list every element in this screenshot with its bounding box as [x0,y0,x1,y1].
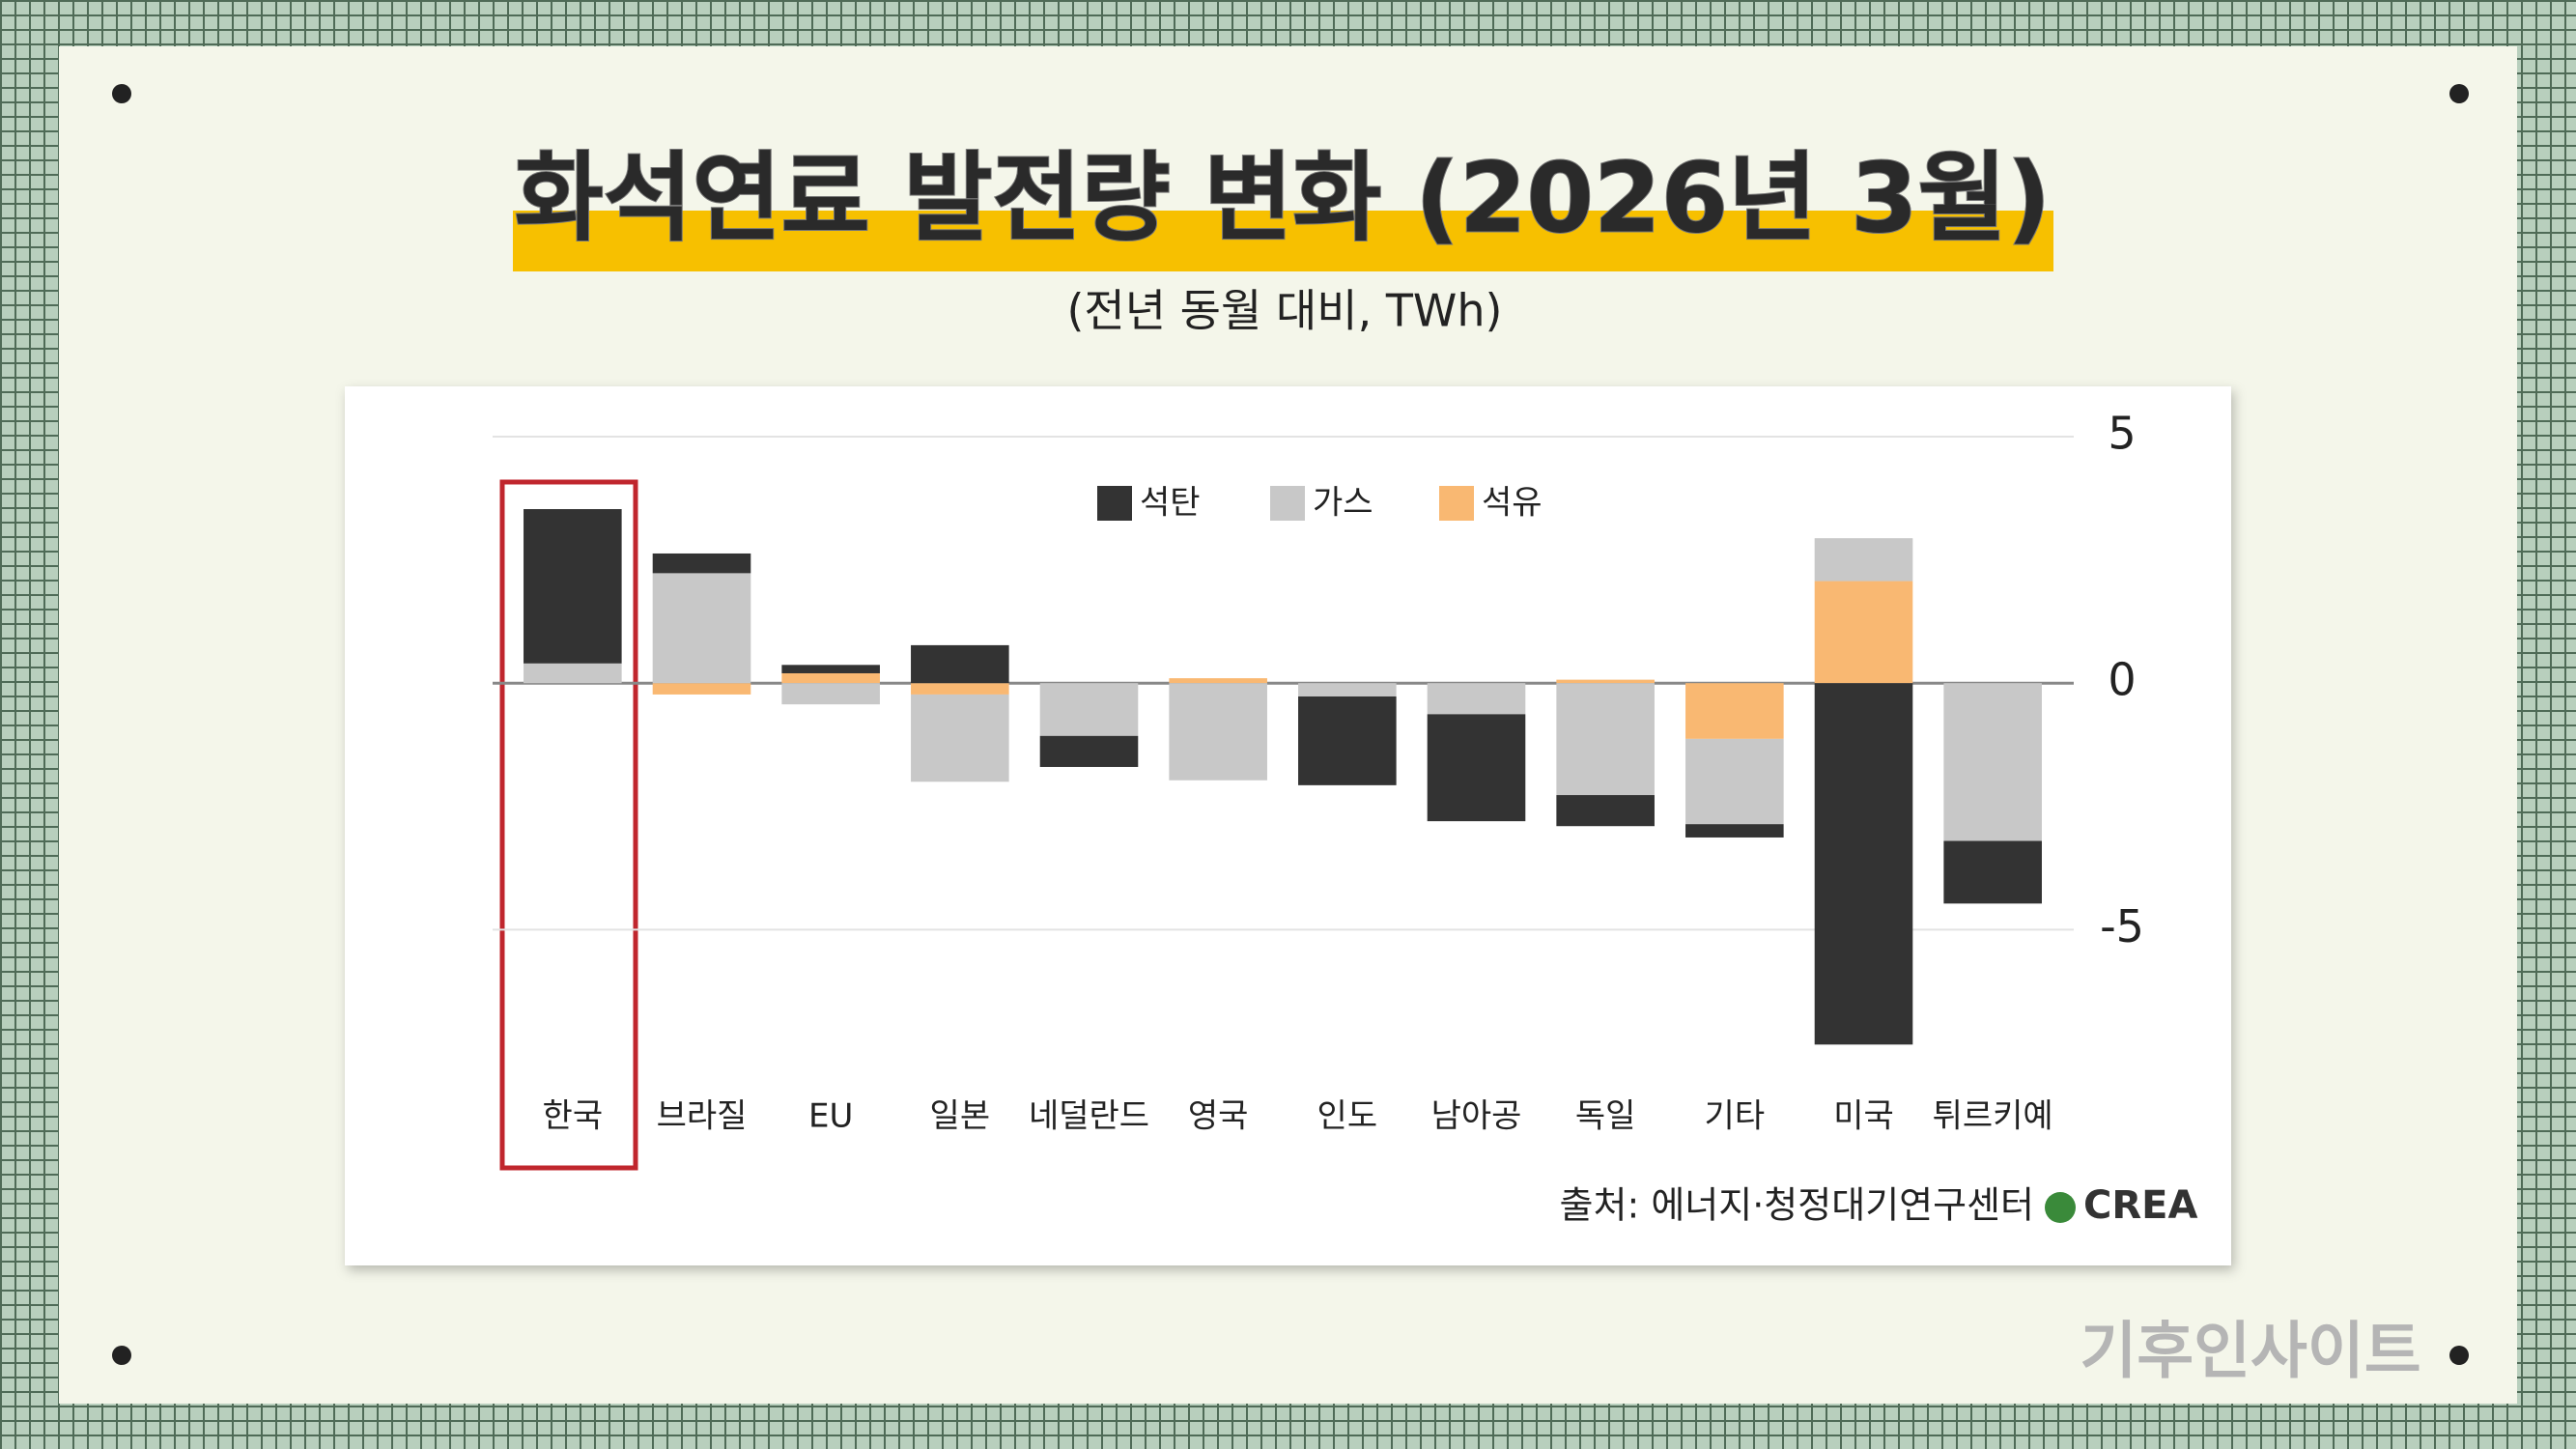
bar [1169,678,1267,684]
x-tick-label: 튀르키예 [1933,1097,2053,1136]
dot [112,84,131,103]
bar [1943,840,2042,904]
x-tick-label: 인도 [1317,1097,1378,1136]
bar [911,694,1009,782]
bar [1039,735,1139,767]
logo: CREA [2083,1183,2197,1228]
source: 출처: 에너지·청정대기연구센터 [1560,1184,2034,1227]
highlight-box [499,479,638,1171]
bar [652,553,751,574]
title-highlight [513,211,2053,271]
dot [2449,1346,2469,1365]
bar [1039,683,1139,736]
bar [911,683,1009,695]
bar [652,683,751,695]
bar [1685,824,1784,838]
watermark: 기후인사이트 [2080,1317,2420,1388]
x-tick-label: EU [808,1097,853,1136]
x-tick-label: 영국 [1188,1097,1249,1136]
bar [1169,683,1267,781]
bar [781,672,880,684]
y-tick-label: -5 [2100,900,2144,952]
x-tick-label: 기타 [1705,1097,1766,1136]
legend-label: 석유 [1482,484,1543,523]
bar [1298,696,1397,785]
legend-label: 석탄 [1140,484,1201,523]
logo-icon [2045,1192,2076,1223]
bar [652,573,751,684]
subtitle: (전년 동월 대비, TWh) [1066,285,1502,337]
x-tick-label: 남아공 [1431,1097,1522,1136]
bar [524,509,622,664]
legend-label: 가스 [1313,484,1373,523]
x-tick-label: 미국 [1833,1097,1894,1136]
bar [781,665,880,673]
x-tick-label: 한국 [543,1097,604,1136]
bar [1814,581,1913,684]
bar [1685,683,1784,739]
bar [781,683,880,705]
bar [1814,538,1913,582]
title: 화석연료 발전량 변화 (2026년 3월) [515,141,2052,254]
bar [524,663,622,684]
bar [1427,714,1526,822]
dot [2449,84,2469,103]
bar [911,644,1009,684]
chart-card [345,386,2231,1265]
x-tick-label: 브라질 [657,1097,748,1136]
bar [1427,683,1526,715]
legend-swatch [1270,486,1305,521]
y-tick-label: 0 [2108,654,2136,706]
bar [1298,683,1397,696]
x-tick-label: 일본 [930,1097,991,1136]
x-tick-label: 네덜란드 [1029,1097,1149,1136]
bar [1685,738,1784,825]
x-tick-label: 독일 [1575,1097,1636,1136]
dot [112,1346,131,1365]
y-tick-label: 5 [2108,408,2136,460]
bar [1556,683,1655,796]
bar [1814,683,1913,1045]
bar [1943,683,2042,841]
legend-swatch [1097,486,1132,521]
bar [1556,679,1655,684]
legend-swatch [1439,486,1474,521]
bar [1556,795,1655,827]
